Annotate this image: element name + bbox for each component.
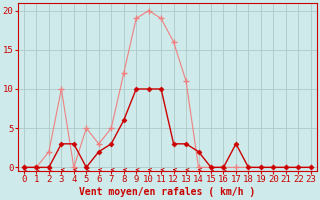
X-axis label: Vent moyen/en rafales ( km/h ): Vent moyen/en rafales ( km/h ) bbox=[79, 187, 255, 197]
